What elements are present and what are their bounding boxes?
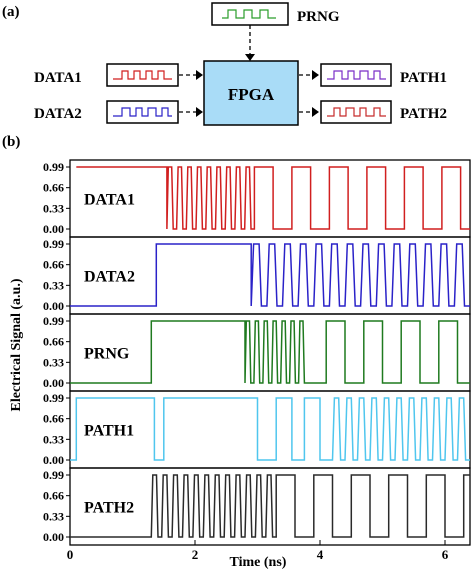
y-tick-label: 0.99	[43, 314, 64, 328]
data1-input-label: DATA1	[34, 70, 82, 86]
path1-waveform-icon	[327, 70, 386, 80]
path1-output-label: PATH1	[400, 70, 447, 86]
series-label-path2: PATH2	[84, 500, 134, 517]
series-line-data1	[76, 166, 470, 230]
data1-box	[106, 63, 179, 87]
path2-arrow-head	[312, 107, 319, 117]
waveform-chart: 0.00 0.33 0.66 0.99 DATA1 0.00 0.33 0.66 0.99 DAT…	[43, 159, 471, 562]
path1-box	[320, 63, 392, 87]
x-tick-label: 0	[67, 547, 74, 562]
path2-waveform-icon	[327, 107, 386, 117]
prng-arrow-head	[245, 54, 255, 61]
series-line-data2	[70, 243, 470, 307]
y-tick-label: 0.00	[43, 376, 64, 390]
series-line-prng	[70, 320, 470, 384]
y-tick-label: 0.33	[43, 509, 64, 523]
y-tick-label: 0.33	[43, 355, 64, 369]
series-label-data2: DATA2	[84, 269, 135, 286]
x-axis-title: Time (ns)	[230, 555, 287, 570]
data1-waveform-icon	[113, 70, 172, 80]
panel-a-label: (a)	[2, 4, 20, 20]
y-tick-label: 0.00	[43, 299, 64, 313]
y-tick-label: 0.99	[43, 237, 64, 251]
panel-b-label: (b)	[2, 134, 20, 150]
path2-box	[320, 100, 392, 124]
y-tick-label: 0.00	[43, 222, 64, 236]
prng-box	[211, 2, 289, 26]
y-tick-label: 0.99	[43, 468, 64, 482]
data1-arrow-head	[196, 70, 203, 80]
data2-input-label: DATA2	[34, 106, 82, 122]
series-line-path1	[70, 397, 470, 461]
fpga-label: FPGA	[228, 85, 275, 104]
y-tick-label: 0.99	[43, 391, 64, 405]
y-tick-label: 0.99	[43, 160, 64, 174]
x-tick-label: 2	[192, 547, 199, 562]
y-tick-label: 0.66	[43, 258, 64, 272]
chart-panel-frame	[69, 313, 471, 392]
data2-waveform-icon	[113, 107, 172, 117]
x-tick-label: 4	[317, 547, 324, 562]
path1-arrow-head	[312, 70, 319, 80]
y-axis-title: Electrical Signal (a.u.)	[9, 278, 24, 411]
x-tick-label: 6	[442, 547, 449, 562]
data2-arrow-head	[196, 107, 203, 117]
fpga-box	[203, 60, 299, 126]
series-label-path1: PATH1	[84, 423, 134, 440]
series-label-prng: PRNG	[84, 346, 130, 363]
y-tick-label: 0.66	[43, 181, 64, 195]
path2-output-label: PATH2	[400, 106, 447, 122]
y-tick-label: 0.33	[43, 432, 64, 446]
series-line-path2	[70, 474, 470, 538]
chart-panel-frame	[69, 467, 471, 546]
y-tick-label: 0.33	[43, 201, 64, 215]
y-tick-label: 0.66	[43, 335, 64, 349]
y-tick-label: 0.33	[43, 278, 64, 292]
y-tick-label: 0.00	[43, 530, 64, 544]
y-tick-label: 0.66	[43, 412, 64, 426]
prng-box-label: PRNG	[297, 9, 340, 25]
y-tick-label: 0.66	[43, 489, 64, 503]
y-tick-label: 0.00	[43, 453, 64, 467]
series-label-data1: DATA1	[84, 192, 135, 209]
prng-waveform-icon	[222, 9, 276, 19]
